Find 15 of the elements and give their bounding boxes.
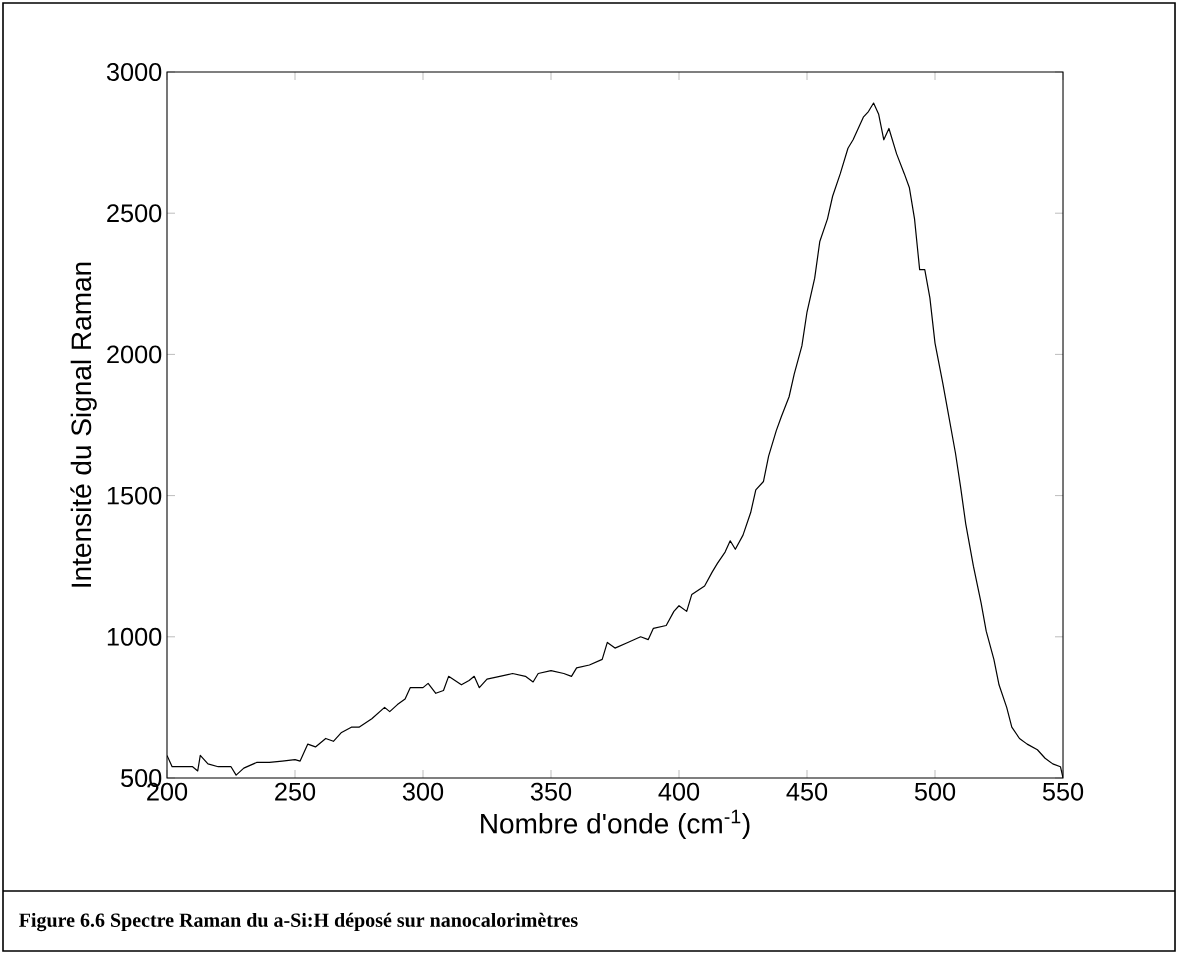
caption: Figure 6.6 Spectre Raman du a-Si:H déposé sur nanocalorimètres [19,912,578,932]
y-axis-title: Intensité du Signal Raman [70,262,97,587]
x-tick-label: 450 [786,782,828,801]
x-tick-label: 250 [275,782,316,801]
x-tick-label: 500 [914,782,956,801]
x-tick-label: 350 [530,782,572,801]
x-tick-label: 550 [1042,782,1084,801]
y-tick-label: 1000 [107,627,162,646]
y-tick-label: 3000 [106,63,162,81]
x-tick-label: 300 [402,782,444,801]
x-tick-label: 400 [658,782,700,801]
y-tick-label: 1500 [107,486,162,505]
x-axis-title: Nombre d'onde (cm$^{-1}$) [481,809,750,840]
y-tick-label: 2000 [107,345,162,364]
y-tick-label: 2500 [107,204,162,223]
